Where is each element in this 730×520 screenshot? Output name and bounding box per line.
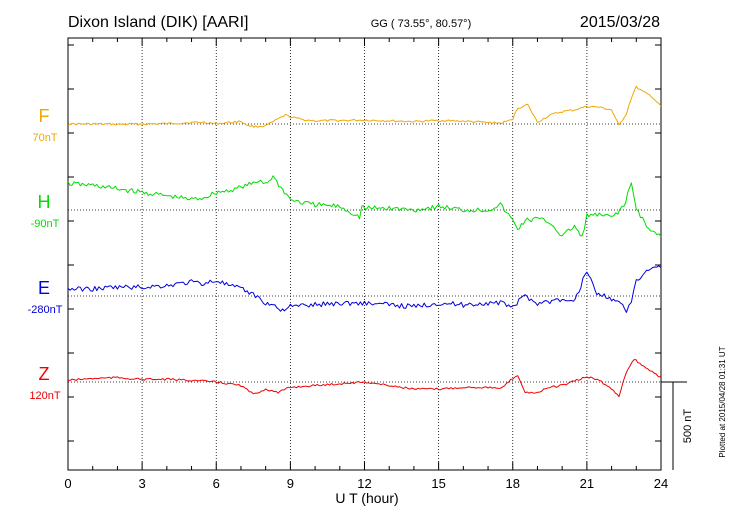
- scale-bar: 500 nT: [661, 381, 694, 470]
- series-line-e: [67, 265, 662, 313]
- series-baseline-f: 70nT: [32, 132, 57, 144]
- x-tick-label: 12: [357, 476, 371, 491]
- series-line-f: [68, 85, 662, 128]
- x-tick-label: 24: [654, 476, 668, 491]
- grid-lines: [68, 38, 661, 470]
- series-name-e: E: [38, 278, 50, 298]
- series-baseline-z: 120nT: [29, 390, 60, 402]
- coordinates-label: GG ( 73.55°, 80.57°): [371, 18, 472, 30]
- series-line-h: [67, 175, 662, 237]
- x-tick-label: 6: [213, 476, 220, 491]
- x-axis-label: U T (hour): [335, 490, 398, 506]
- series-name-f: F: [39, 106, 50, 126]
- series-name-z: Z: [39, 364, 50, 384]
- series-baseline-h: -90nT: [31, 218, 60, 230]
- x-tick-label: 15: [431, 476, 445, 491]
- scale-bar-label: 500 nT: [682, 409, 694, 444]
- axis-ticks: 0 3 6 9 12 15 18 21 24: [64, 38, 668, 491]
- station-title: Dixon Island (DIK) [AARI]: [68, 14, 249, 31]
- series-labels: F 70nT H -90nT E -280nT Z 120nT: [28, 106, 63, 402]
- x-tick-label: 3: [139, 476, 146, 491]
- series-group: [67, 85, 662, 397]
- plotted-timestamp: Plotted at 2015/04/28 01:31 UT: [718, 346, 727, 457]
- series-name-h: H: [38, 192, 51, 212]
- x-tick-label: 18: [506, 476, 520, 491]
- x-tick-label: 21: [580, 476, 594, 491]
- series-baseline-e: -280nT: [28, 304, 63, 316]
- x-tick-label: 0: [64, 476, 71, 491]
- x-tick-label: 9: [287, 476, 294, 491]
- series-line-z: [68, 359, 662, 397]
- date-label: 2015/03/28: [580, 14, 660, 31]
